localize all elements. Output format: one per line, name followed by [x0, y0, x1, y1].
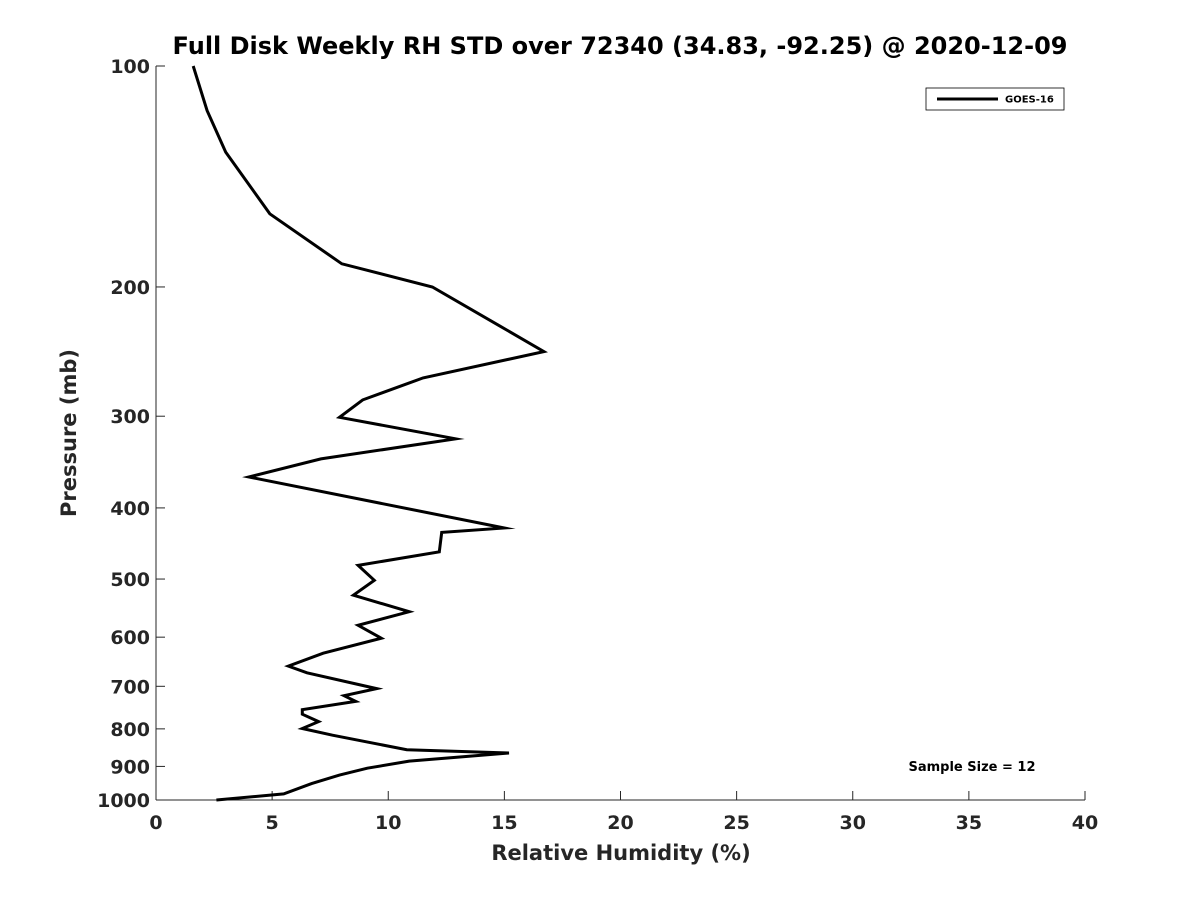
x-tick-label: 5 — [266, 812, 279, 834]
x-tick-label: 30 — [840, 812, 866, 834]
y-tick-label: 200 — [110, 277, 150, 299]
x-tick-label: 40 — [1072, 812, 1098, 834]
y-tick-label: 800 — [110, 719, 150, 741]
y-tick-label: 1000 — [97, 790, 150, 812]
x-tick-label: 25 — [723, 812, 749, 834]
y-tick-label: 900 — [110, 756, 150, 778]
y-tick-label: 600 — [110, 627, 150, 649]
x-tick-label: 0 — [149, 812, 162, 834]
series-line-goes-16 — [191, 65, 548, 802]
x-axis-label: Relative Humidity (%) — [491, 841, 750, 865]
x-axis-ticks: 0 5 10 15 20 25 30 35 40 — [149, 791, 1098, 834]
x-tick-label: 10 — [375, 812, 401, 834]
y-tick-label: 400 — [110, 498, 150, 520]
y-tick-label: 100 — [110, 56, 150, 78]
x-tick-label: 20 — [607, 812, 633, 834]
x-tick-label: 35 — [956, 812, 982, 834]
sample-size-annotation: Sample Size = 12 — [908, 760, 1035, 775]
chart-title: Full Disk Weekly RH STD over 72340 (34.8… — [173, 32, 1068, 60]
y-tick-label: 700 — [110, 676, 150, 698]
y-tick-label: 300 — [110, 406, 150, 428]
x-tick-label: 15 — [491, 812, 517, 834]
y-axis-ticks: 100 200 300 400 500 600 700 800 900 1000 — [97, 56, 165, 812]
y-tick-label: 500 — [110, 569, 150, 591]
y-axis-label: Pressure (mb) — [57, 349, 81, 517]
legend: GOES-16 — [925, 87, 1065, 111]
series-layer — [191, 65, 548, 802]
legend-label-goes-16: GOES-16 — [1005, 95, 1054, 106]
